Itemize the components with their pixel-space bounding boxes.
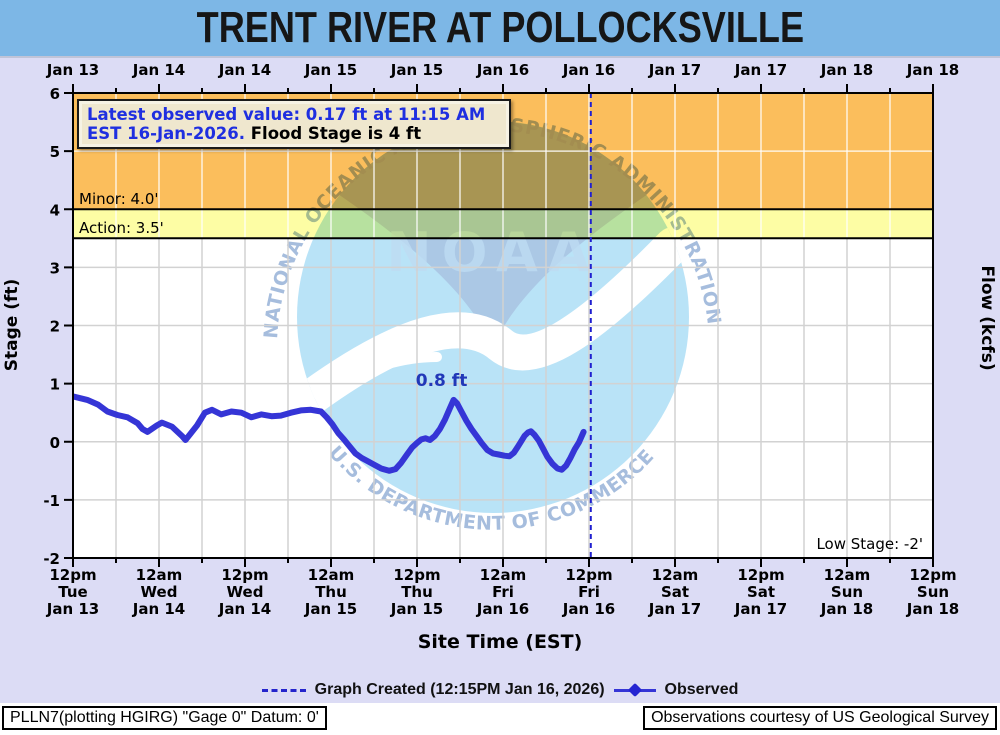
stage-tick-label: -2 [43, 550, 60, 568]
bottom-date-label: Jan 15 [304, 600, 357, 618]
top-date-label: Jan 18 [906, 61, 959, 79]
bottom-date-label: Fri [492, 583, 514, 601]
stage-tick-label: 0 [50, 434, 60, 452]
bottom-date-label: Wed [141, 583, 178, 601]
stage-tick-label: -1 [43, 492, 60, 510]
bottom-date-label: Jan 15 [390, 600, 443, 618]
action-flood-label: Action: 3.5' [79, 219, 164, 237]
observed-swatch [613, 682, 656, 697]
noaa-watermark-bird [297, 227, 689, 423]
observed-marker-icon [627, 682, 642, 697]
bottom-date-label: Jan 13 [46, 600, 99, 618]
minor-flood-label: Minor: 4.0' [79, 190, 159, 208]
stage-tick-label: 2 [50, 318, 60, 336]
top-date-label: Jan 14 [218, 61, 271, 79]
bottom-date-label: 12am [480, 566, 527, 584]
title-bar: TRENT RIVER AT POLLOCKSVILLE [0, 0, 1000, 58]
stage-axis-title: Stage (ft) [2, 279, 22, 372]
stage-tick-label: 3 [50, 259, 60, 277]
footer: PLLN7(plotting HGIRG) "Gage 0" Datum: 0'… [0, 703, 1000, 735]
bottom-date-label: Wed [227, 583, 264, 601]
stage-tick-label: 4 [50, 201, 60, 219]
top-date-label: Jan 17 [734, 61, 787, 79]
top-date-label: Jan 14 [132, 61, 185, 79]
bottom-date-label: Sat [747, 583, 775, 601]
peak-value-annotation: 0.8 ft [416, 371, 468, 391]
chart-legend: Graph Created (12:15PM Jan 16, 2026) Obs… [0, 681, 1000, 699]
bottom-date-label: Jan 18 [906, 600, 959, 618]
bottom-date-label: Fri [578, 583, 600, 601]
latest-observed-date-text: EST 16-Jan-2026. [87, 124, 246, 143]
bottom-date-label: Jan 17 [734, 600, 787, 618]
low-stage-label: Low Stage: -2' [816, 535, 923, 553]
noaa-watermark-sky [325, 121, 661, 347]
bottom-date-label: Sat [661, 583, 689, 601]
bottom-date-label: Jan 14 [218, 600, 271, 618]
bottom-date-label: 12pm [49, 566, 96, 584]
flood-stage-text: Flood Stage is 4 ft [245, 124, 422, 143]
top-date-label: Jan 17 [648, 61, 701, 79]
top-date-label: Jan 15 [390, 61, 443, 79]
bottom-date-label: Thu [315, 583, 347, 601]
bottom-date-label: Jan 16 [476, 600, 529, 618]
latest-observed-infobox: Latest observed value: 0.17 ft at 11:15 … [77, 99, 511, 149]
bottom-date-label: 12am [136, 566, 183, 584]
stage-tick-label: 6 [50, 85, 60, 103]
bottom-date-label: Jan 17 [648, 600, 701, 618]
observations-credit-box: Observations courtesy of US Geological S… [643, 706, 997, 730]
axis-labels: 6 5 4 3 2 1 0 -1 -2 Jan 13 Jan 14 Jan 14 Jan 15 Jan 1… [43, 61, 959, 618]
bottom-date-label: Tue [58, 583, 87, 601]
bottom-date-label: 12am [824, 566, 871, 584]
observed-stage-line [73, 393, 587, 474]
bottom-date-label: 12am [308, 566, 355, 584]
bottom-date-label: 12pm [565, 566, 612, 584]
top-date-label: Jan 15 [304, 61, 357, 79]
x-axis-title: Site Time (EST) [417, 631, 583, 653]
latest-observed-value-text: Latest observed value: 0.17 ft at 11:15 … [87, 105, 486, 124]
bottom-date-label: Thu [401, 583, 433, 601]
bottom-date-label: 12pm [737, 566, 784, 584]
bottom-date-label: Sun [917, 583, 949, 601]
top-date-label: Jan 16 [476, 61, 529, 79]
graph-created-swatch [261, 688, 306, 692]
bottom-date-label: 12pm [909, 566, 956, 584]
top-date-label: Jan 13 [46, 61, 99, 79]
bottom-date-label: Jan 16 [562, 600, 615, 618]
flow-axis-title: Flow (kcfs) [977, 265, 997, 370]
stage-tick-label: 5 [50, 143, 60, 161]
axis-ticks [64, 84, 934, 567]
bottom-date-label: 12pm [393, 566, 440, 584]
gridlines [73, 93, 933, 558]
bottom-date-label: 12pm [221, 566, 268, 584]
top-date-label: Jan 16 [562, 61, 615, 79]
hydrograph-chart: NOAA NATIONAL OCEANIC AND ATMOSPHERIC AD… [2, 61, 997, 618]
page-title: TRENT RIVER AT POLLOCKSVILLE [196, 3, 804, 52]
noaa-watermark-bird-accent [304, 352, 442, 400]
bottom-date-label: 12am [652, 566, 699, 584]
top-date-label: Jan 18 [820, 61, 873, 79]
noaa-watermark-text: NOAA [386, 221, 599, 284]
stage-tick-label: 1 [50, 376, 60, 394]
gage-datum-box: PLLN7(plotting HGIRG) "Gage 0" Datum: 0' [2, 706, 327, 730]
bottom-date-label: Sun [831, 583, 863, 601]
observed-legend-label: Observed [664, 681, 739, 698]
bottom-date-label: Jan 14 [132, 600, 185, 618]
bottom-date-label: Jan 18 [820, 600, 873, 618]
graph-created-legend-label: Graph Created (12:15PM Jan 16, 2026) [314, 681, 605, 698]
